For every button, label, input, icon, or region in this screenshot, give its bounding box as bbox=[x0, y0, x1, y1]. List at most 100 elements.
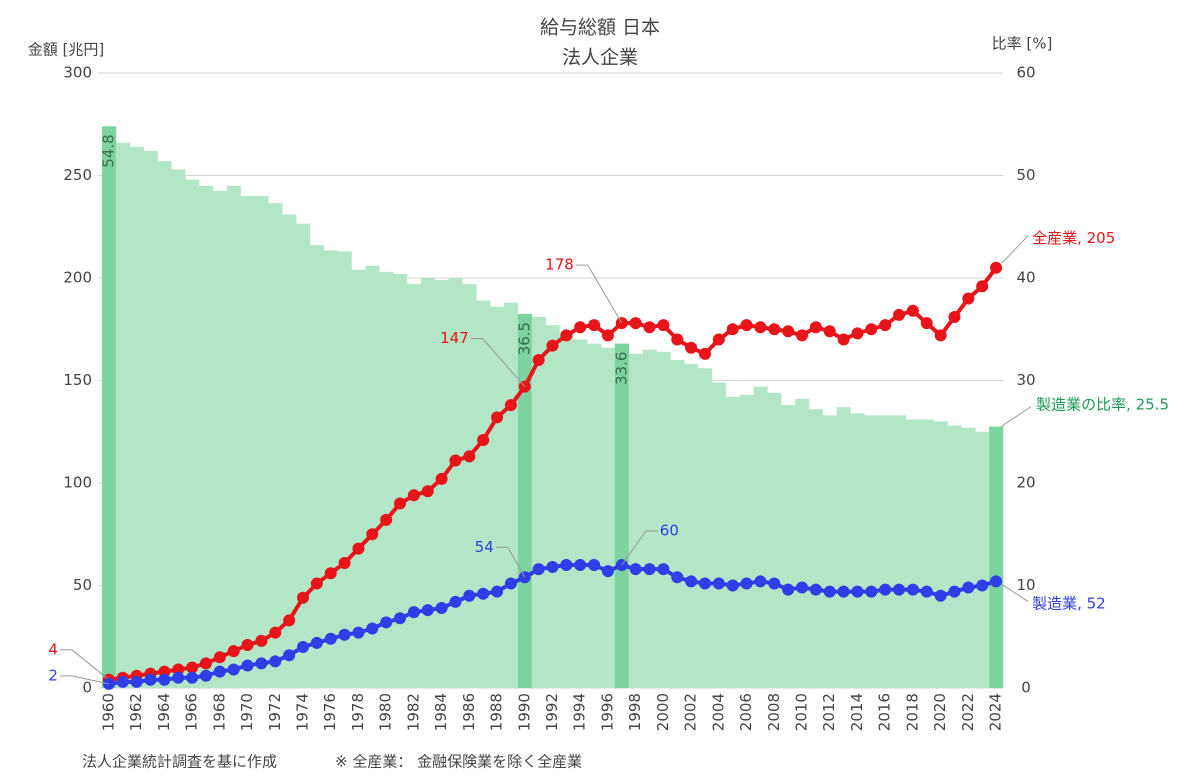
x-tick-label: 1972 bbox=[266, 693, 284, 731]
y2-tick-label: 20 bbox=[1016, 474, 1035, 492]
point bbox=[976, 579, 989, 592]
point bbox=[199, 669, 212, 682]
point bbox=[310, 577, 323, 590]
point bbox=[324, 567, 337, 580]
point bbox=[948, 585, 961, 598]
x-tick-label: 2012 bbox=[820, 693, 838, 731]
point bbox=[199, 657, 212, 670]
point bbox=[726, 579, 739, 592]
point bbox=[380, 513, 393, 526]
point bbox=[241, 659, 254, 672]
leader-line bbox=[621, 530, 647, 566]
y-axis-label: 金額 [兆円] bbox=[28, 41, 104, 59]
x-tick-label: 1992 bbox=[543, 693, 561, 731]
point bbox=[186, 671, 199, 684]
point bbox=[698, 347, 711, 360]
y2-axis-label: 比率 [%] bbox=[992, 35, 1053, 53]
series-label: 製造業の比率, 25.5 bbox=[1036, 395, 1169, 413]
point bbox=[629, 317, 642, 330]
bar bbox=[961, 427, 976, 688]
bar bbox=[642, 349, 657, 688]
y-tick-label: 50 bbox=[73, 576, 92, 594]
point bbox=[629, 563, 642, 576]
x-tick-label: 2000 bbox=[654, 693, 672, 731]
bar bbox=[698, 368, 713, 688]
point bbox=[906, 304, 919, 317]
x-tick-label: 2024 bbox=[987, 693, 1005, 731]
leader-line bbox=[1000, 406, 1032, 428]
bar bbox=[448, 278, 463, 688]
point bbox=[380, 616, 393, 629]
bar bbox=[822, 415, 837, 688]
point bbox=[421, 604, 434, 617]
bar bbox=[670, 360, 685, 688]
leader-line bbox=[507, 547, 526, 578]
x-tick-label: 2004 bbox=[709, 693, 727, 731]
point bbox=[934, 589, 947, 602]
bar bbox=[587, 343, 602, 688]
leader-line bbox=[482, 338, 526, 387]
bar bbox=[864, 415, 879, 688]
point bbox=[532, 563, 545, 576]
point bbox=[740, 577, 753, 590]
point bbox=[962, 581, 975, 594]
note: 法人企業統計調査を基に作成 bbox=[82, 753, 277, 771]
point bbox=[352, 542, 365, 555]
point bbox=[296, 591, 309, 604]
bar bbox=[171, 169, 186, 689]
x-tick-label: 1974 bbox=[293, 693, 311, 731]
point bbox=[768, 323, 781, 336]
point bbox=[823, 325, 836, 338]
x-tick-label: 1990 bbox=[515, 693, 533, 731]
point bbox=[588, 319, 601, 332]
point bbox=[782, 325, 795, 338]
point bbox=[463, 450, 476, 463]
point bbox=[948, 310, 961, 323]
point bbox=[449, 595, 462, 608]
point bbox=[421, 485, 434, 498]
point bbox=[934, 329, 947, 342]
point bbox=[865, 323, 878, 336]
point bbox=[435, 602, 448, 615]
point bbox=[394, 497, 407, 510]
x-tick-label: 1982 bbox=[404, 693, 422, 731]
x-tick-label: 2002 bbox=[682, 693, 700, 731]
point bbox=[893, 308, 906, 321]
bar bbox=[711, 382, 727, 688]
point bbox=[685, 575, 698, 588]
bar bbox=[656, 351, 671, 688]
series-label: 全産業, 205 bbox=[1032, 228, 1115, 246]
x-tick-label: 2018 bbox=[903, 693, 921, 731]
x-tick-label: 2008 bbox=[765, 693, 783, 731]
point bbox=[227, 645, 240, 658]
x-tick-label: 2006 bbox=[737, 693, 755, 731]
x-tick-label: 1998 bbox=[626, 693, 644, 731]
data-label: 178 bbox=[545, 256, 574, 274]
point bbox=[213, 665, 226, 678]
point bbox=[130, 675, 143, 688]
bar bbox=[282, 214, 297, 688]
bar bbox=[517, 313, 533, 688]
point bbox=[601, 565, 614, 578]
bar bbox=[102, 126, 117, 689]
point bbox=[879, 583, 892, 596]
x-tick-label: 1978 bbox=[349, 693, 367, 731]
x-tick-label: 2016 bbox=[876, 693, 894, 731]
y-tick-label: 200 bbox=[63, 269, 92, 287]
y2-tick-label: 0 bbox=[1021, 679, 1031, 697]
y-tick-label: 100 bbox=[63, 474, 92, 492]
y-tick-label: 0 bbox=[82, 679, 92, 697]
point bbox=[657, 319, 670, 332]
point bbox=[255, 657, 268, 670]
point bbox=[477, 587, 490, 600]
point bbox=[726, 323, 739, 336]
point bbox=[754, 321, 767, 334]
point bbox=[186, 661, 199, 674]
series-name: 製造業の比率 bbox=[1036, 395, 1126, 413]
point bbox=[837, 333, 850, 346]
point bbox=[269, 626, 282, 639]
x-tick-label: 1980 bbox=[377, 693, 395, 731]
bar bbox=[420, 278, 435, 688]
point bbox=[893, 583, 906, 596]
data-label: , 25.5 bbox=[1126, 395, 1169, 413]
